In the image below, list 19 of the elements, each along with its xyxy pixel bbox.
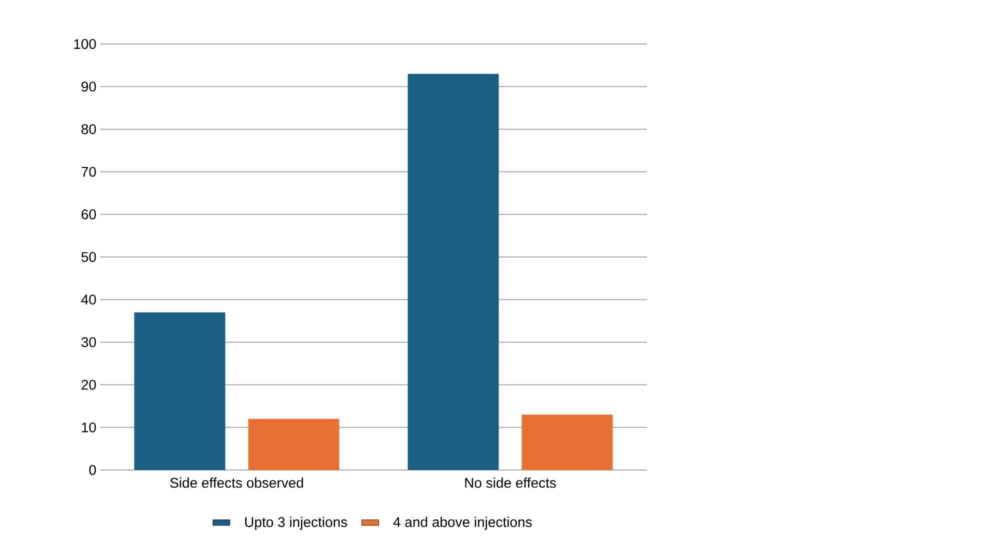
x-tick-label: No side effects	[465, 478, 556, 488]
bar	[248, 418, 340, 470]
y-tick-label: 100	[74, 39, 96, 49]
y-tick-label: 30	[81, 337, 96, 348]
y-tick-label: 80	[82, 124, 96, 134]
bar	[134, 312, 226, 470]
x-tick-label: Side effects observed	[170, 478, 304, 488]
bar	[522, 414, 613, 470]
y-tick-label: 10	[82, 422, 96, 432]
y-tick-label: 20	[82, 380, 96, 390]
y-tick-label: 0	[89, 465, 96, 475]
y-tick-label: 40	[81, 294, 96, 305]
y-tick-label: 60	[82, 209, 96, 220]
y-tick-label: 90	[82, 82, 96, 92]
legend-label: 4 and above injections	[393, 516, 532, 530]
bar	[408, 74, 499, 470]
y-tick-label: 70	[82, 166, 96, 177]
y-tick-label: 50	[81, 252, 96, 262]
legend-label: Upto 3 injections	[245, 516, 348, 530]
